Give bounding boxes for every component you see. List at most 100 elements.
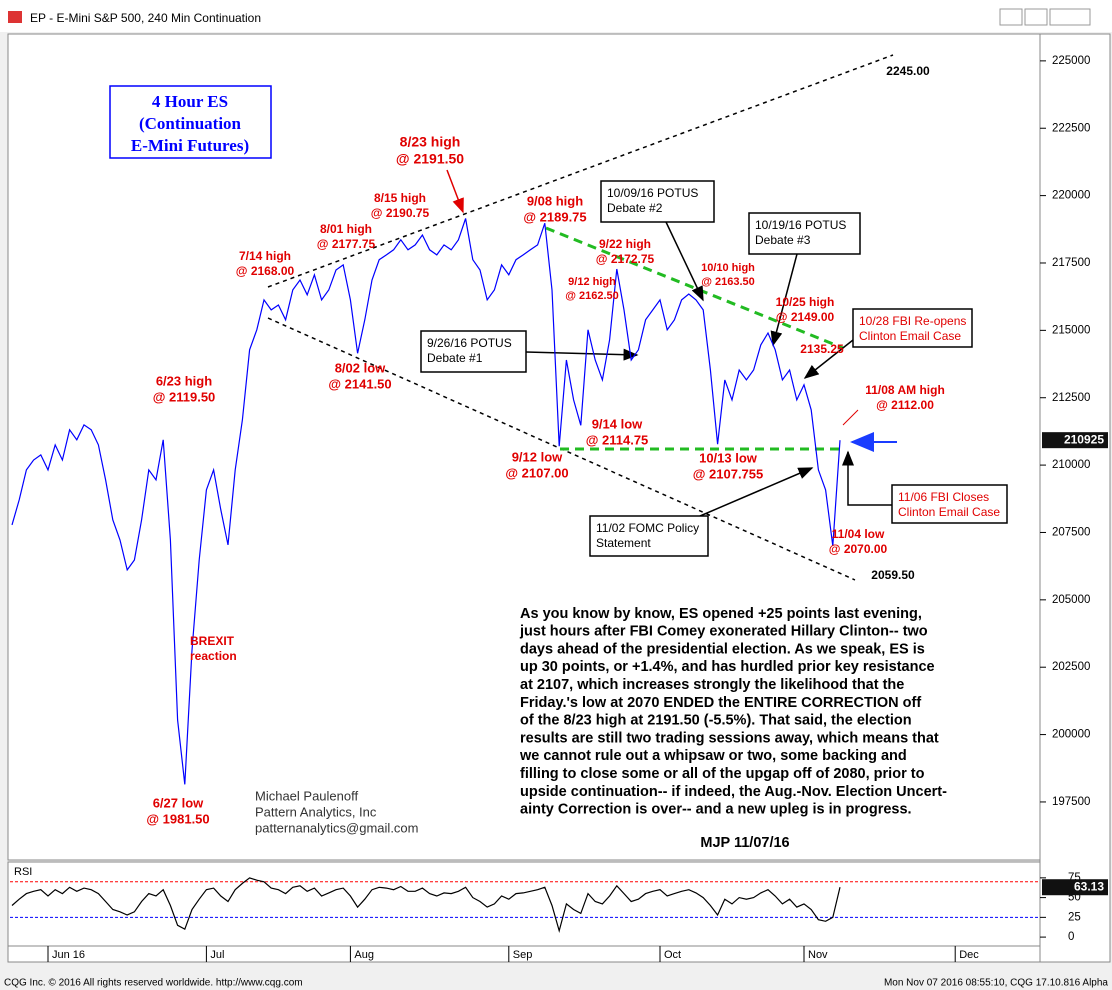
commentary-line: days ahead of the presidential election.… bbox=[520, 641, 925, 657]
commentary-line: up 30 points, or +1.4%, and has hurdled … bbox=[520, 659, 935, 675]
x-tick-label: Sep bbox=[513, 949, 533, 961]
annotation: @ 2149.00 bbox=[776, 310, 835, 324]
annotation: 2245.00 bbox=[886, 64, 930, 78]
annotation: 11/04 low bbox=[832, 527, 885, 541]
callout-text: 10/19/16 POTUS bbox=[755, 218, 846, 232]
rsi-title: RSI bbox=[14, 866, 32, 878]
footer-left: CQG Inc. © 2016 All rights reserved worl… bbox=[4, 978, 303, 989]
y-tick-label: 220000 bbox=[1052, 190, 1090, 202]
y-tick-label: 197500 bbox=[1052, 796, 1090, 808]
label-box-text: (Continuation bbox=[139, 114, 242, 133]
y-tick-label: 217500 bbox=[1052, 257, 1090, 269]
annotation: 9/14 low bbox=[592, 416, 643, 431]
annotation: 8/01 high bbox=[320, 222, 372, 236]
rsi-panel bbox=[7, 861, 1041, 947]
commentary-line: results are still two trading sessions a… bbox=[520, 730, 939, 746]
arrow bbox=[446, 169, 464, 214]
commentary-line: Friday.'s low at 2070 ENDED the ENTIRE C… bbox=[520, 695, 921, 711]
label-box-text: E-Mini Futures) bbox=[131, 136, 249, 155]
annotation: @ 2177.75 bbox=[317, 237, 376, 251]
commentary-line: of the 8/23 high at 2191.50 (-5.5%). Tha… bbox=[520, 713, 912, 729]
annotation: 9/08 high bbox=[527, 193, 583, 208]
restore-button[interactable] bbox=[1024, 8, 1048, 26]
price-line bbox=[11, 218, 841, 785]
annotation: @ 1981.50 bbox=[146, 811, 209, 826]
arrow bbox=[665, 221, 704, 302]
y-tick-label: 210000 bbox=[1052, 459, 1090, 471]
callout-box bbox=[420, 330, 527, 373]
callout-text: Debate #2 bbox=[607, 201, 663, 215]
last-value-label: 210925 bbox=[1064, 432, 1104, 446]
annotation: 8/15 high bbox=[374, 191, 426, 205]
y-tick-label: 222500 bbox=[1052, 122, 1090, 134]
commentary-line: upside continuation-- if indeed, the Aug… bbox=[520, 784, 947, 800]
app-icon bbox=[8, 11, 22, 23]
callout-box bbox=[748, 212, 861, 255]
y-tick-label: 25 bbox=[1068, 911, 1081, 923]
commentary-signature: MJP 11/07/16 bbox=[700, 835, 789, 851]
callout-text: Clinton Email Case bbox=[859, 329, 961, 343]
arrow bbox=[842, 450, 892, 506]
window-title: EP - E-Mini S&P 500, 240 Min Continuatio… bbox=[30, 11, 261, 25]
last-value-box bbox=[1042, 432, 1108, 449]
callout-text: 11/02 FOMC Policy bbox=[596, 521, 699, 535]
label-box bbox=[109, 85, 272, 159]
last-value-label: 63.13 bbox=[1074, 879, 1104, 893]
y-axis-band bbox=[1039, 33, 1111, 963]
annotation: reaction bbox=[190, 649, 237, 663]
chart-layer: 197500 200000 202500 205000 207500 210000 2125… bbox=[10, 55, 1108, 962]
footer-right: Mon Nov 07 2016 08:55:10, CQG 17.10.816 … bbox=[884, 978, 1108, 989]
commentary-line: at 2107, which increases strongly the li… bbox=[520, 677, 904, 693]
author: patternanalytics@gmail.com bbox=[255, 820, 418, 835]
annotation: @ 2163.50 bbox=[701, 276, 755, 288]
callout-text: Statement bbox=[596, 536, 651, 550]
callout-text: Debate #1 bbox=[427, 351, 483, 365]
y-tick-label: 207500 bbox=[1052, 526, 1090, 538]
close-button[interactable] bbox=[1049, 8, 1091, 26]
minimize-button[interactable] bbox=[999, 8, 1023, 26]
resistance-line bbox=[545, 226, 844, 350]
y-tick-label: 202500 bbox=[1052, 661, 1090, 673]
annotation: 10/13 low bbox=[699, 450, 758, 465]
callout-text: Debate #3 bbox=[755, 233, 811, 247]
commentary-line: just hours after FBI Comey exonerated Hi… bbox=[519, 624, 928, 640]
x-tick-label: Nov bbox=[808, 949, 828, 961]
x-tick-label: Jun 16 bbox=[52, 949, 85, 961]
annotation: @ 2191.50 bbox=[396, 151, 464, 167]
callout-text: 11/06 FBI Closes bbox=[898, 490, 989, 504]
annotation: @ 2107.00 bbox=[505, 465, 568, 480]
annotation: 9/22 high bbox=[599, 237, 651, 251]
y-tick-label: 215000 bbox=[1052, 324, 1090, 336]
annotation: 9/12 low bbox=[512, 449, 563, 464]
commentary-line: we cannot rule out a whipsaw or two, som… bbox=[519, 748, 907, 764]
annotation: @ 2070.00 bbox=[829, 542, 888, 556]
y-tick-label: 212500 bbox=[1052, 392, 1090, 404]
annotation: @ 2190.75 bbox=[371, 206, 430, 220]
annotation: 10/10 high bbox=[701, 262, 755, 274]
annotation: @ 2172.75 bbox=[596, 252, 655, 266]
label-box-text: 4 Hour ES bbox=[152, 92, 228, 111]
annotation: 11/08 AM high bbox=[865, 383, 945, 397]
y-tick-label: 225000 bbox=[1052, 55, 1090, 67]
annotation: @ 2114.75 bbox=[586, 432, 649, 447]
annotation: 6/23 high bbox=[156, 373, 212, 388]
x-tick-label: Oct bbox=[664, 949, 681, 961]
x-tick-label: Dec bbox=[959, 949, 979, 961]
annotation: @ 2107.755 bbox=[693, 466, 764, 481]
callout-box bbox=[589, 515, 709, 557]
annotation: 2135.25 bbox=[800, 342, 844, 356]
annotation: BREXIT bbox=[190, 634, 235, 648]
annotation: @ 2141.50 bbox=[328, 376, 391, 391]
annotation: 8/23 high bbox=[400, 134, 461, 150]
callout-text: Clinton Email Case bbox=[898, 505, 1000, 519]
callout-box bbox=[891, 484, 1008, 524]
callout-text: 10/09/16 POTUS bbox=[607, 186, 698, 200]
callout-text: 10/28 FBI Re-opens bbox=[859, 314, 966, 328]
commentary-line: As you know by know, ES opened +25 point… bbox=[520, 606, 922, 622]
callout-text: 9/26/16 POTUS bbox=[427, 336, 512, 350]
annotation: 7/14 high bbox=[239, 249, 291, 263]
annotation: 2059.50 bbox=[871, 568, 915, 582]
callout-box bbox=[852, 308, 973, 348]
upper-trendline bbox=[267, 54, 894, 288]
